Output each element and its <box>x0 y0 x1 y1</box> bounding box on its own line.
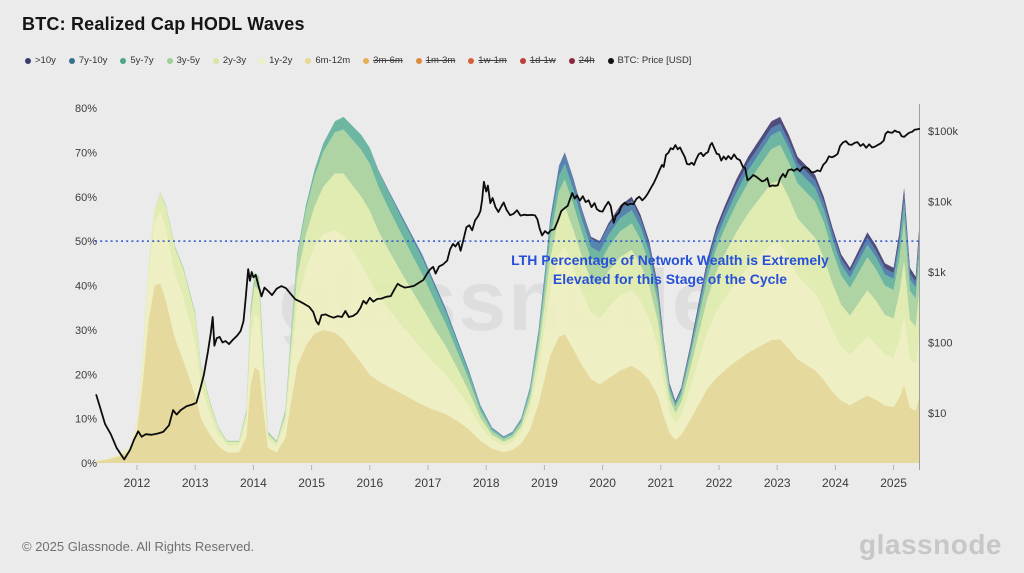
page-title: BTC: Realized Cap HODL Waves <box>22 14 305 34</box>
legend-swatch <box>25 57 31 64</box>
legend-item-gt-10y[interactable]: >10y <box>25 55 56 66</box>
legend-item-24h[interactable]: 24h <box>568 55 595 66</box>
x-tick-label: 2012 <box>124 476 151 490</box>
y-left-tick-label: 20% <box>75 369 97 381</box>
legend-label: >10y <box>35 55 56 66</box>
y-right-tick-label: $1k <box>928 267 946 279</box>
legend-item-5y-7y[interactable]: 5y-7y <box>120 55 154 66</box>
legend-swatch <box>68 57 75 64</box>
y-left-tick-label: 70% <box>75 147 97 159</box>
x-tick-label: 2020 <box>589 476 616 490</box>
y-left-tick-label: 80% <box>75 103 97 115</box>
y-right-tick-label: $100k <box>928 126 958 138</box>
x-tick-label: 2017 <box>415 476 442 490</box>
legend-item-7y-10y[interactable]: 7y-10y <box>68 55 108 66</box>
x-tick-label: 2024 <box>822 476 849 490</box>
legend-item-2y-3y[interactable]: 2y-3y <box>212 55 247 66</box>
x-tick-label: 2014 <box>240 476 267 490</box>
x-tick-label: 2021 <box>647 476 674 490</box>
annotation-line-1: LTH Percentage of Network Wealth is Extr… <box>511 252 829 268</box>
x-tick-label: 2025 <box>880 476 907 490</box>
legend-item-3y-5y[interactable]: 3y-5y <box>166 55 200 66</box>
legend-label: 1m-3m <box>425 55 456 66</box>
x-tick-label: 2013 <box>182 476 209 490</box>
legend-label: 6m-12m <box>315 55 351 66</box>
legend-item-1d-1w[interactable]: 1d-1w <box>519 55 556 66</box>
legend-label: 3y-5y <box>176 55 200 66</box>
y-right-tick-label: $10 <box>928 408 946 420</box>
y-right-tick-label: $10k <box>928 197 952 209</box>
legend-swatch <box>363 57 370 64</box>
y-left-tick-label: 30% <box>75 325 97 337</box>
legend-label: 2y-3y <box>222 55 247 66</box>
y-left-tick-label: 50% <box>75 236 97 248</box>
legend-swatch <box>568 57 575 64</box>
legend-item-1w-1m[interactable]: 1w-1m <box>468 55 507 66</box>
legend-swatch <box>468 57 475 64</box>
legend-swatch <box>415 57 422 64</box>
legend: >10y 7y-10y 5y-7y 3y-5y 2y-3y 1y-2y 6m-12m 3m-6… <box>25 55 691 66</box>
y-left-tick-label: 0% <box>81 458 97 470</box>
legend-label: 24h <box>578 55 595 66</box>
legend-swatch <box>259 57 266 64</box>
legend-item-6m-12m[interactable]: 6m-12m <box>305 55 350 66</box>
legend-label: BTC: Price [USD] <box>617 55 692 66</box>
legend-item-1m-3m[interactable]: 1m-3m <box>415 55 456 66</box>
x-tick-label: 2018 <box>473 476 500 490</box>
y-left-tick-label: 40% <box>75 281 97 293</box>
x-tick-label: 2022 <box>706 476 733 490</box>
x-tick-label: 2015 <box>298 476 325 490</box>
y-left-tick-label: 10% <box>75 414 97 426</box>
glassnode-logo: glassnode <box>859 529 1002 560</box>
annotation-line-2: Elevated for this Stage of the Cycle <box>552 271 788 287</box>
x-tick-label: 2023 <box>764 476 791 490</box>
legend-item-btc-price-usd-[interactable]: BTC: Price [USD] <box>607 55 692 66</box>
legend-item-1y-2y[interactable]: 1y-2y <box>259 55 292 66</box>
legend-label: 5y-7y <box>130 55 154 66</box>
legend-item-3m-6m[interactable]: 3m-6m <box>363 55 403 66</box>
x-tick-label: 2016 <box>356 476 383 490</box>
legend-swatch <box>607 57 614 64</box>
legend-label: 3m-6m <box>373 55 403 66</box>
y-left-tick-label: 60% <box>75 192 97 204</box>
legend-swatch <box>120 57 127 64</box>
y-right-tick-label: $100 <box>928 338 952 350</box>
band-area-6m-12m <box>96 283 920 463</box>
legend-swatch <box>305 57 312 64</box>
copyright-text: © 2025 Glassnode. All Rights Reserved. <box>22 539 255 554</box>
band-area-1y-2y <box>96 211 920 462</box>
x-tick-label: 2019 <box>531 476 558 490</box>
annotation-callout: LTH Percentage of Network Wealth is Extr… <box>478 251 862 289</box>
legend-swatch <box>166 57 173 64</box>
legend-swatch <box>519 57 526 64</box>
btc-price-line <box>95 127 920 461</box>
legend-swatch <box>212 57 219 64</box>
legend-label: 1d-1w <box>529 55 556 66</box>
legend-label: 1w-1m <box>478 55 507 66</box>
legend-label: 7y-10y <box>78 55 108 66</box>
legend-label: 1y-2y <box>269 55 293 66</box>
